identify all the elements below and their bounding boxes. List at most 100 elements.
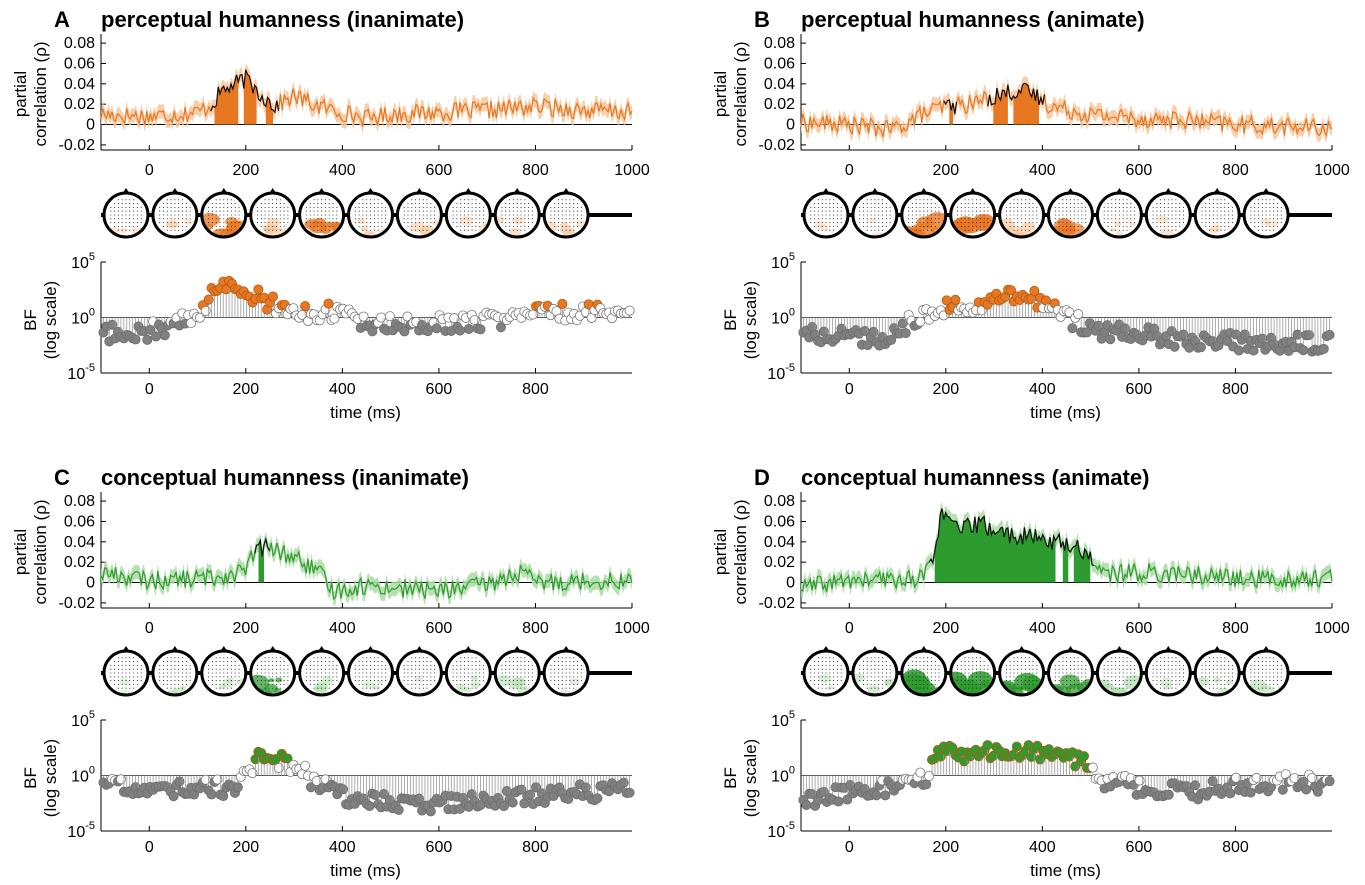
electrode-dot bbox=[930, 668, 932, 670]
electrode-dot bbox=[460, 657, 462, 659]
electrode-dot bbox=[208, 218, 210, 220]
electrode-dot bbox=[565, 657, 567, 659]
electrode-dot bbox=[125, 214, 127, 216]
electrode-dot bbox=[1273, 229, 1275, 231]
electrode-dot bbox=[512, 206, 514, 208]
electrode-dot bbox=[825, 672, 827, 674]
electrode-dot bbox=[1107, 206, 1109, 208]
electrode-dot bbox=[1280, 664, 1282, 666]
electrode-dot bbox=[938, 206, 940, 208]
electrode-dot bbox=[1028, 210, 1030, 212]
electrode-dot bbox=[528, 676, 530, 678]
electrode-dot bbox=[272, 210, 274, 212]
electrode-dot bbox=[181, 222, 184, 224]
electrode-dot bbox=[874, 676, 876, 678]
electrode-dot bbox=[1257, 210, 1260, 212]
electrode-dot bbox=[573, 680, 575, 682]
electrode-dot bbox=[1156, 222, 1158, 224]
electrode-dot bbox=[475, 199, 477, 201]
electrode-dot bbox=[272, 203, 274, 205]
electrode-dot bbox=[133, 672, 135, 674]
electrode-dot bbox=[1224, 683, 1226, 685]
electrode-dot bbox=[1171, 199, 1173, 201]
electrode-dot bbox=[1254, 672, 1256, 674]
electrode-dot bbox=[121, 657, 123, 659]
electrode-dot bbox=[403, 680, 405, 682]
electrode-dot bbox=[862, 225, 865, 227]
electrode-dot bbox=[313, 203, 315, 205]
electrode-dot bbox=[934, 203, 936, 205]
electrode-dot bbox=[460, 672, 462, 674]
electrode-dot bbox=[321, 225, 323, 227]
electrode-dot bbox=[881, 222, 884, 224]
electrode-dot bbox=[362, 229, 364, 231]
electrode-dot bbox=[964, 676, 966, 678]
electrode-dot bbox=[1066, 225, 1068, 227]
electrode-dot bbox=[1212, 657, 1214, 659]
electrode-dot bbox=[1269, 661, 1271, 663]
electrode-dot bbox=[471, 222, 473, 224]
electrode-dot bbox=[1103, 680, 1105, 682]
electrode-dot bbox=[185, 218, 187, 220]
electrode-dot bbox=[434, 680, 436, 682]
electrode-dot bbox=[479, 683, 481, 685]
head-topomap bbox=[542, 188, 590, 239]
electrode-dot bbox=[557, 687, 560, 689]
panel-title: conceptual humanness (animate) bbox=[801, 465, 1149, 490]
significant-line bbox=[1069, 540, 1095, 566]
electrode-dot bbox=[881, 218, 884, 220]
significant-cluster bbox=[993, 84, 1008, 125]
electrode-dot bbox=[528, 683, 530, 685]
electrode-dot bbox=[1250, 664, 1252, 666]
electrode-dot bbox=[1220, 668, 1222, 670]
electrode-dot bbox=[874, 657, 876, 659]
y-tick-label: 0.04 bbox=[764, 76, 795, 93]
electrode-dot bbox=[836, 214, 838, 216]
electrode-dot bbox=[336, 206, 338, 208]
x-tick-label: 200 bbox=[932, 839, 959, 856]
electrode-dot bbox=[223, 668, 225, 670]
electrode-dot bbox=[1152, 214, 1154, 216]
electrode-dot bbox=[923, 199, 925, 201]
electrode-dot bbox=[1265, 664, 1267, 666]
electrode-dot bbox=[275, 680, 278, 682]
electrode-dot bbox=[1069, 687, 1072, 689]
tick-exponent: 5 bbox=[789, 251, 795, 263]
electrode-dot bbox=[833, 687, 835, 689]
electrode-dot bbox=[1250, 676, 1252, 678]
electrode-dot bbox=[1032, 214, 1034, 216]
electrode-dot bbox=[354, 210, 356, 212]
electrode-dot bbox=[983, 222, 985, 224]
electrode-dot bbox=[426, 668, 428, 670]
electrode-dot bbox=[1224, 214, 1226, 216]
electrode-dot bbox=[968, 687, 970, 689]
activation-blob bbox=[320, 676, 334, 685]
electrode-dot bbox=[509, 199, 511, 201]
electrode-dot bbox=[1130, 206, 1132, 208]
electrode-dot bbox=[268, 668, 270, 670]
electrode-dot bbox=[354, 668, 356, 670]
electrode-dot bbox=[110, 210, 112, 212]
electrode-dot bbox=[817, 657, 819, 659]
electrode-dot bbox=[1175, 206, 1177, 208]
electrode-dot bbox=[554, 210, 556, 212]
electrode-dot bbox=[569, 661, 571, 663]
electrode-dot bbox=[125, 218, 127, 220]
electrode-dot bbox=[964, 661, 966, 663]
electrode-dot bbox=[362, 664, 364, 666]
x-tick-label: 800 bbox=[1222, 162, 1249, 179]
electrode-dot bbox=[930, 218, 932, 220]
electrode-dot bbox=[219, 206, 221, 208]
electrode-dot bbox=[460, 683, 462, 685]
electrode-dot bbox=[260, 218, 262, 220]
electrode-dot bbox=[452, 222, 454, 224]
electrode-dot bbox=[377, 214, 379, 216]
electrode-dot bbox=[230, 203, 232, 205]
electrode-dot bbox=[234, 214, 236, 216]
electrode-dot bbox=[407, 661, 409, 663]
electrode-dot bbox=[833, 657, 835, 659]
bf-point bbox=[833, 796, 844, 807]
electrode-dot bbox=[178, 672, 180, 674]
electrode-dot bbox=[170, 661, 172, 663]
electrode-dot bbox=[422, 203, 424, 205]
